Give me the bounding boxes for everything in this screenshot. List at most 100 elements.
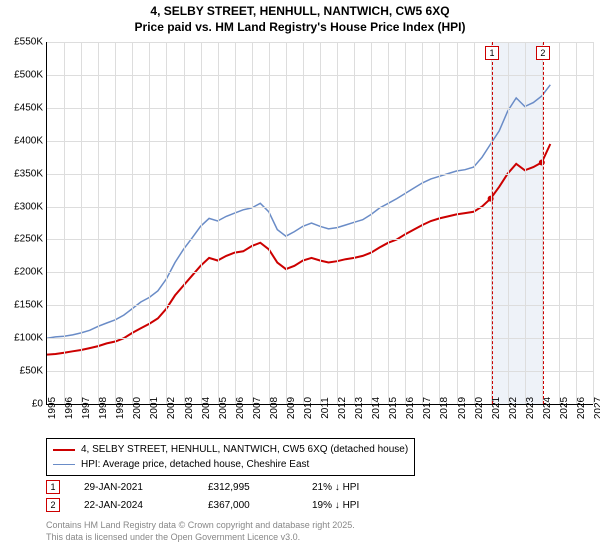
x-axis-label: 1998 [98,397,109,419]
series-price_paid [47,144,550,355]
x-axis-label: 2020 [474,397,485,419]
legend-label: 4, SELBY STREET, HENHULL, NANTWICH, CW5 … [81,442,408,457]
y-axis-label: £550K [3,37,43,48]
y-axis-label: £100K [3,333,43,344]
gridline-v [559,42,560,404]
legend-swatch [53,464,75,465]
x-axis-label: 2001 [149,397,160,419]
x-axis-label: 2003 [184,397,195,419]
x-axis-label: 2025 [559,397,570,419]
gridline-v [576,42,577,404]
gridline-v [132,42,133,404]
x-axis-label: 2005 [218,397,229,419]
gridline-v [303,42,304,404]
sale-event-line [492,42,493,404]
x-axis-label: 2013 [354,397,365,419]
sale-event-marker: 1 [485,46,499,60]
x-axis-label: 2008 [269,397,280,419]
title-line-1: 4, SELBY STREET, HENHULL, NANTWICH, CW5 … [0,4,600,20]
y-axis-label: £0 [3,399,43,410]
gridline-v [354,42,355,404]
sale-row-marker: 2 [46,498,60,512]
legend-label: HPI: Average price, detached house, Ches… [81,457,309,472]
sale-price: £367,000 [208,500,288,511]
sale-hpi-diff: 21% ↓ HPI [312,482,412,493]
gridline-v [64,42,65,404]
y-axis-label: £400K [3,135,43,146]
y-axis-label: £350K [3,168,43,179]
footer-attribution: Contains HM Land Registry data © Crown c… [46,520,355,543]
gridline-v [235,42,236,404]
gridline-v [474,42,475,404]
x-axis-label: 2015 [388,397,399,419]
gridline-v [149,42,150,404]
footer-line-1: Contains HM Land Registry data © Crown c… [46,520,355,532]
x-axis-label: 2014 [371,397,382,419]
x-axis-label: 2017 [422,397,433,419]
x-axis-label: 2027 [593,397,600,419]
sale-event-line [543,42,544,404]
x-axis-label: 2010 [303,397,314,419]
sale-date: 22-JAN-2024 [84,500,184,511]
legend-item: 4, SELBY STREET, HENHULL, NANTWICH, CW5 … [53,442,408,457]
y-axis-label: £150K [3,300,43,311]
x-axis-label: 2006 [235,397,246,419]
x-axis-label: 2023 [525,397,536,419]
x-axis-label: 2009 [286,397,297,419]
footer-line-2: This data is licensed under the Open Gov… [46,532,355,544]
sale-row: 1 29-JAN-2021 £312,995 21% ↓ HPI [46,478,412,496]
gridline-v [457,42,458,404]
gridline-v [286,42,287,404]
sale-date: 29-JAN-2021 [84,482,184,493]
x-axis-label: 2018 [439,397,450,419]
gridline-v [422,42,423,404]
y-axis-label: £250K [3,234,43,245]
y-axis-label: £450K [3,102,43,113]
x-axis-label: 2004 [201,397,212,419]
sale-row-marker: 1 [46,480,60,494]
legend-swatch [53,449,75,451]
x-axis-label: 2011 [320,397,331,419]
gridline-v [337,42,338,404]
x-axis-label: 2000 [132,397,143,419]
gridline-v [98,42,99,404]
x-axis-label: 1997 [81,397,92,419]
sale-hpi-diff: 19% ↓ HPI [312,500,412,511]
x-axis-label: 2019 [457,397,468,419]
x-axis-label: 1999 [115,397,126,419]
gridline-v [269,42,270,404]
gridline-v [508,42,509,404]
gridline-v [405,42,406,404]
chart-title: 4, SELBY STREET, HENHULL, NANTWICH, CW5 … [0,0,600,35]
x-axis-label: 2007 [252,397,263,419]
x-axis-label: 1996 [64,397,75,419]
legend-box: 4, SELBY STREET, HENHULL, NANTWICH, CW5 … [46,438,415,476]
x-axis-label: 2022 [508,397,519,419]
gridline-v [320,42,321,404]
sale-event-marker: 2 [536,46,550,60]
gridline-v [388,42,389,404]
x-axis-label: 2002 [166,397,177,419]
x-axis-label: 2016 [405,397,416,419]
gridline-v [218,42,219,404]
plot-area: £0£50K£100K£150K£200K£250K£300K£350K£400… [46,42,593,405]
x-axis-label: 2026 [576,397,587,419]
sale-row: 2 22-JAN-2024 £367,000 19% ↓ HPI [46,496,412,514]
title-line-2: Price paid vs. HM Land Registry's House … [0,20,600,36]
gridline-v [525,42,526,404]
gridline-v [371,42,372,404]
gridline-v [593,42,594,404]
gridline-v [439,42,440,404]
chart-container: 4, SELBY STREET, HENHULL, NANTWICH, CW5 … [0,0,600,560]
gridline-v [115,42,116,404]
gridline-v [184,42,185,404]
gridline-v [81,42,82,404]
y-axis-label: £50K [3,366,43,377]
sale-price: £312,995 [208,482,288,493]
sales-table: 1 29-JAN-2021 £312,995 21% ↓ HPI 2 22-JAN-202… [46,478,412,514]
y-axis-label: £500K [3,69,43,80]
gridline-v [201,42,202,404]
gridline-v [252,42,253,404]
y-axis-label: £300K [3,201,43,212]
gridline-v [166,42,167,404]
